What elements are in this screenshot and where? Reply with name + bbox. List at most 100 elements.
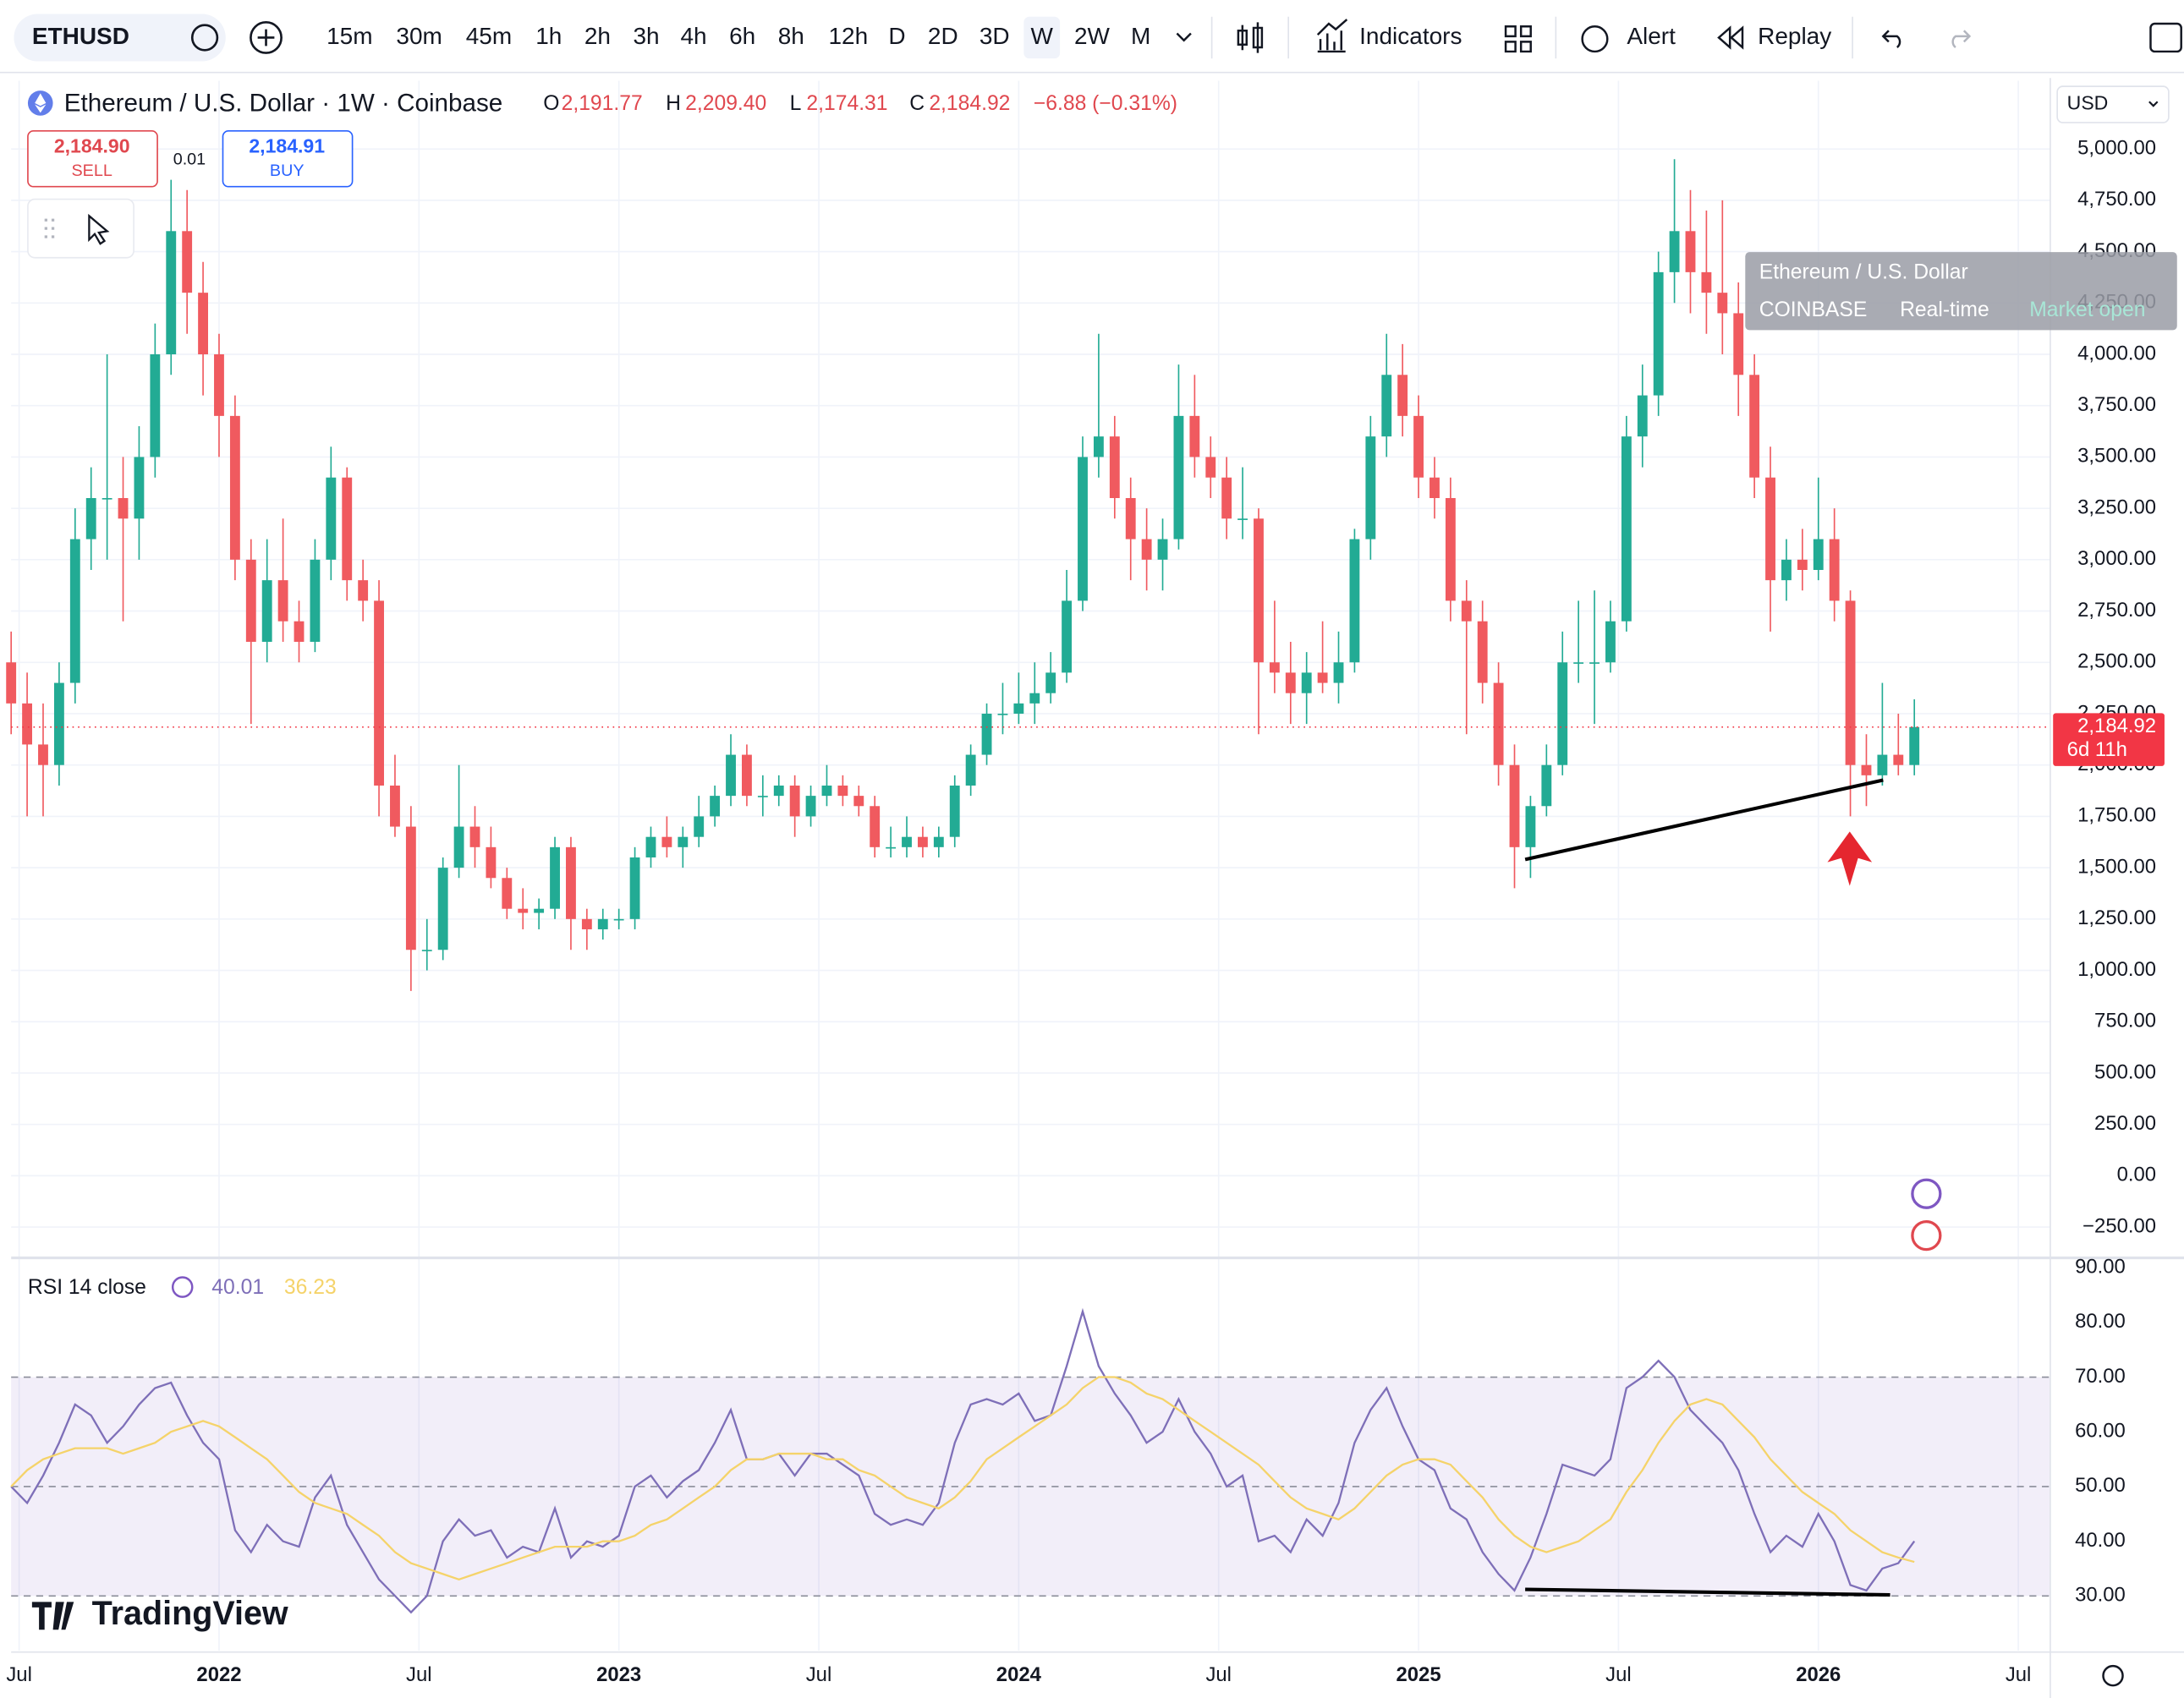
candle-body	[933, 836, 944, 847]
timeframe-button[interactable]: 3D	[980, 23, 1010, 49]
last-price-badge	[2053, 713, 2165, 766]
drag-handle[interactable]	[44, 218, 55, 238]
assistant-icon[interactable]	[1911, 1178, 1942, 1209]
layouts-button[interactable]	[1504, 25, 1532, 53]
candle-body	[1733, 313, 1744, 375]
timeframe-button[interactable]: 8h	[778, 23, 804, 49]
market-flag-icon[interactable]	[1911, 1219, 1942, 1252]
candle-body	[1029, 693, 1040, 704]
timeframe-active	[1023, 16, 1061, 59]
candle-body	[710, 796, 721, 817]
redo-button[interactable]	[1951, 30, 1972, 48]
x-tick-label: 2022	[196, 1663, 241, 1686]
close-label: C	[909, 92, 925, 115]
more-intervals[interactable]	[1176, 32, 1192, 42]
symbol-tooltip	[1745, 252, 2177, 331]
settings-button[interactable]	[2102, 1664, 2124, 1687]
timeframe-button[interactable]: W	[1031, 23, 1054, 49]
candle-body	[150, 354, 161, 457]
candle-body	[1221, 477, 1232, 519]
timeframe-button[interactable]: 2h	[584, 23, 611, 49]
buy-button[interactable]	[222, 130, 354, 188]
timeframe-button[interactable]: 1h	[535, 23, 562, 49]
candle-body	[518, 908, 529, 913]
candle-body	[1573, 662, 1584, 664]
candle-body	[134, 457, 145, 519]
candle-body	[229, 415, 240, 560]
rsi-tick-label: 80.00	[2075, 1310, 2126, 1333]
timeframe-button[interactable]: 30m	[396, 23, 442, 49]
candle-body	[1045, 672, 1056, 693]
candle-body	[1445, 497, 1456, 601]
chart-type-button[interactable]	[1237, 22, 1264, 53]
symbol-icon[interactable]	[190, 24, 219, 52]
timeframe-button[interactable]: 6h	[729, 23, 755, 49]
candle-body	[1765, 477, 1775, 581]
x-tick-label: Jul	[406, 1663, 432, 1686]
y-tick-label: 250.00	[2094, 1112, 2156, 1135]
alert-button[interactable]: Alert	[1627, 23, 1676, 49]
timeframe-group: 15m 30m 45m 1h 2h 3h 4h 6h 8h 12h D 2D 3D W 2W M	[327, 16, 1150, 59]
compare-button[interactable]	[250, 21, 283, 54]
timeframe-button[interactable]: 4h	[680, 23, 706, 49]
candle-body	[1141, 539, 1152, 560]
sell-button[interactable]	[27, 130, 158, 188]
replay-button[interactable]: Replay	[1758, 23, 1831, 49]
symbol-search[interactable]	[14, 14, 226, 62]
candle-body	[1365, 436, 1376, 540]
replay-icon[interactable]	[1717, 25, 1744, 50]
candle-body	[1685, 231, 1696, 272]
candle-body	[1189, 415, 1200, 457]
candle-body	[277, 580, 288, 622]
timeframe-button[interactable]: 12h	[828, 23, 868, 49]
candle-body	[1653, 271, 1664, 396]
candle-body	[1317, 672, 1328, 683]
timeframe-button[interactable]: 3h	[633, 23, 659, 49]
candle-body	[997, 713, 1008, 715]
candle-body	[1781, 559, 1792, 581]
change-value: −6.88 (−0.31%)	[1034, 92, 1177, 115]
candle-body	[374, 600, 384, 786]
timeframe-button[interactable]: 2W	[1074, 23, 1111, 49]
candle-body	[1717, 293, 1728, 314]
tooltip-exchange: COINBASE	[1759, 299, 1868, 321]
candle-body	[965, 754, 976, 786]
currency-chevron	[2148, 101, 2159, 107]
y-tick-label: 1,750.00	[2077, 804, 2156, 827]
y-tick-label: 2,500.00	[2077, 650, 2156, 673]
indicators-button[interactable]: Indicators	[1359, 23, 1462, 49]
candle-body	[294, 621, 305, 642]
y-tick-label: 5,000.00	[2077, 136, 2156, 159]
undo-button[interactable]	[1881, 30, 1901, 48]
candle-body	[629, 857, 640, 919]
candle-body	[789, 785, 800, 817]
x-tick-label: Jul	[2006, 1663, 2032, 1686]
high-value: 2,209.40	[685, 92, 766, 115]
candle-body	[1813, 539, 1824, 570]
rsi-tick-label: 60.00	[2075, 1420, 2126, 1443]
cursor-tool[interactable]	[88, 213, 110, 245]
timeframe-button[interactable]: M	[1131, 23, 1150, 49]
y-tick-label: 2,750.00	[2077, 599, 2156, 622]
candle-body	[726, 754, 736, 797]
candle-body	[437, 868, 448, 950]
timeframe-button[interactable]: D	[888, 23, 905, 49]
x-tick-label: Jul	[1205, 1663, 1232, 1686]
alert-icon[interactable]	[1581, 25, 1609, 53]
candle-body	[566, 846, 576, 919]
candle-body	[1797, 559, 1808, 570]
indicators-icon[interactable]	[1316, 19, 1348, 53]
candle-body	[1637, 395, 1648, 437]
candle-body	[1829, 539, 1840, 601]
timeframe-button[interactable]: 15m	[327, 23, 372, 49]
symbol-title: Ethereum / U.S. Dollar · 1W · Coinbase	[64, 89, 503, 117]
timeframe-button[interactable]: 2D	[928, 23, 958, 49]
candle-body	[1013, 703, 1024, 714]
candle-body	[453, 826, 464, 868]
currency-selector[interactable]	[2056, 85, 2170, 123]
y-tick-label: 1,500.00	[2077, 855, 2156, 878]
fullscreen-button[interactable]	[2149, 22, 2182, 53]
candle-body	[53, 682, 64, 765]
timeframe-button[interactable]: 45m	[466, 23, 512, 49]
x-tick-label: 2025	[1397, 1663, 1441, 1686]
